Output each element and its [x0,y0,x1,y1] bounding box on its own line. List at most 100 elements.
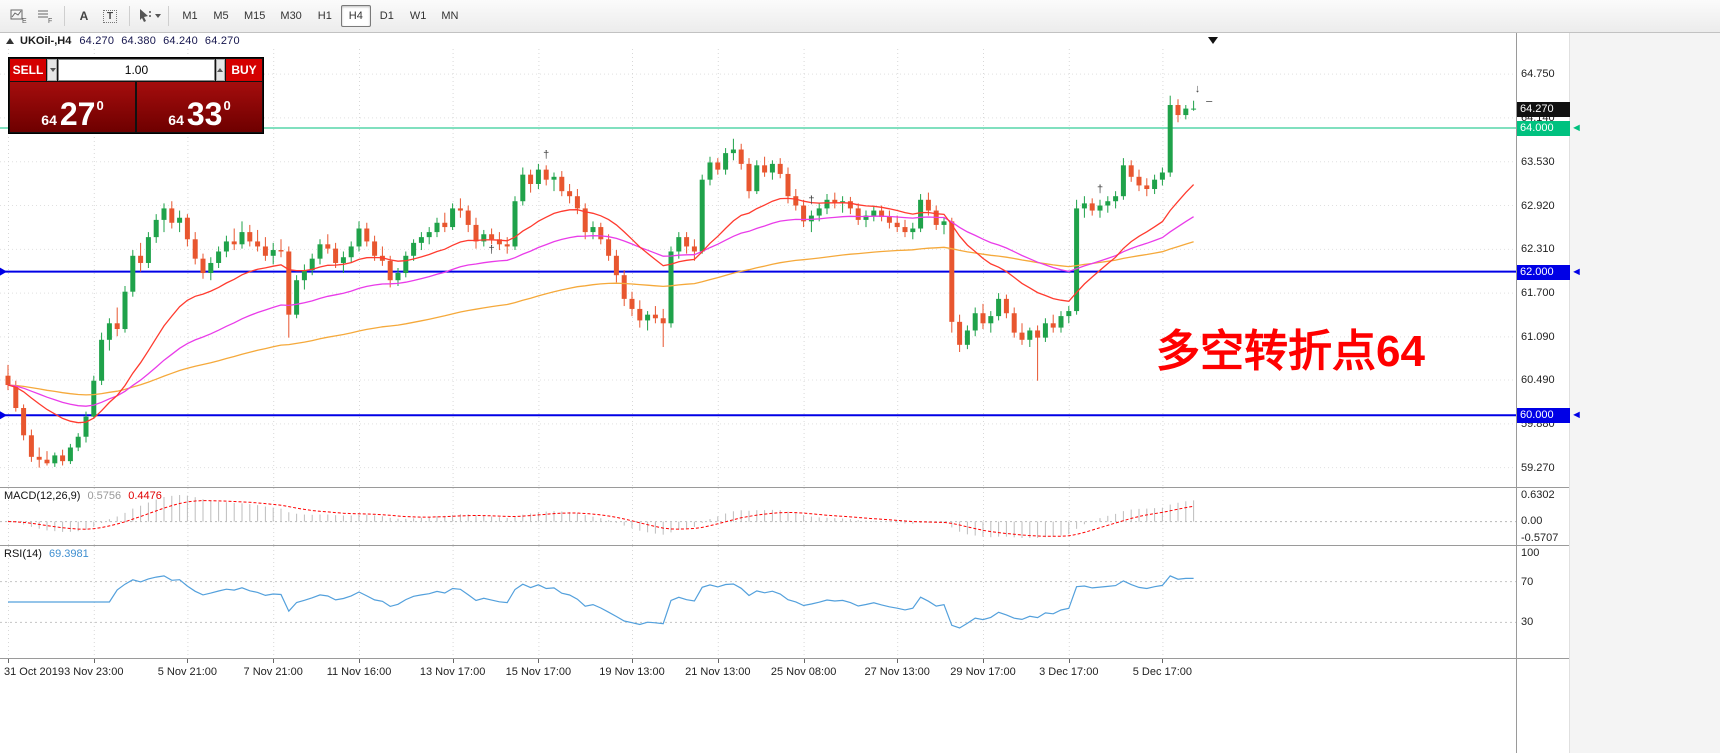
lot-dropdown-button[interactable] [46,59,57,81]
candle [832,199,838,204]
time-axis-label: 3 Dec 17:00 [1039,666,1099,678]
low-value: 64.240 [163,35,198,47]
candle [559,176,565,192]
price-axis-label: 61.090 [1521,330,1555,343]
label-a-icon[interactable]: A [71,4,97,28]
sell-button[interactable]: SELL [10,59,46,81]
candle [1167,105,1173,173]
timeframe-button-w1[interactable]: W1 [409,10,427,22]
candle [247,232,253,242]
candle [1144,185,1150,190]
sell-price-prefix: 64 [41,112,57,128]
rsi-chart-svg[interactable] [0,546,1516,658]
main-chart-svg[interactable]: † † † † ↓– [0,49,1516,487]
ma-line-45 [7,215,1194,407]
candle [278,250,284,252]
chevron-down-icon [155,14,161,18]
sell-price-tile[interactable]: 64 27 0 [10,82,135,132]
price-axis[interactable]: 64.750 64.140 63.530 62.920 62.310 61.700 61.0… [1516,33,1570,753]
candle [1081,203,1087,209]
candle [528,174,534,184]
candle [793,196,799,206]
candle [964,330,970,345]
macd-name: MACD(12,26,9) [4,490,81,502]
candle [637,308,643,321]
candle [660,318,666,324]
timeframe-button-m15[interactable]: M15 [244,10,266,22]
ma-line-110 [7,241,1194,396]
axis-separator [1517,487,1569,488]
axis-separator [1517,658,1569,659]
time-axis-label: 29 Nov 17:00 [950,666,1016,678]
time-axis-label: 5 Dec 17:00 [1132,666,1193,678]
rsi-scale-label: 30 [1521,616,1534,629]
rsi-indicator-pane[interactable]: RSI(14) 69.3981 [0,545,1516,658]
timeframe-button-h4[interactable]: H4 [340,5,371,27]
rsi-scale-label: 70 [1521,575,1534,588]
candle [535,169,541,184]
profiles-icon[interactable]: F [32,4,58,28]
candle [294,280,300,315]
candle [457,208,463,211]
macd-indicator-pane[interactable]: MACD(12,26,9) 0.5756 0.4476 [0,487,1516,545]
timeframe-button-mn[interactable]: MN [441,10,459,22]
candle [699,179,705,252]
charts-stack-icon[interactable]: E [6,4,32,28]
rsi-scale-label: 100 [1521,547,1540,559]
candle [262,246,268,256]
candle [723,153,729,170]
candle [1136,176,1142,186]
candle [67,447,73,462]
candle [301,270,307,281]
rsi-label: RSI(14) 69.3981 [4,548,89,560]
chevron-down-icon [49,68,56,72]
candle [1183,108,1189,116]
macd-label: MACD(12,26,9) 0.5756 0.4476 [4,490,162,502]
price-axis-label: 64.750 [1521,68,1555,81]
timeframe-button-h1[interactable]: H1 [317,10,332,22]
candle [1113,196,1119,202]
candle [130,255,136,292]
candle [871,210,877,216]
timeframe-button-m1[interactable]: M1 [182,10,198,22]
lot-spinner-button[interactable] [215,59,226,81]
candle [777,163,783,174]
time-axis[interactable]: 31 Oct 2019 3 Nov 23:00 5 Nov 21:00 7 Nov 2… [0,658,1516,684]
timeframe-button-m30[interactable]: M30 [280,10,302,22]
candle [387,260,393,281]
high-value: 64.380 [121,35,157,47]
candle [1042,323,1048,338]
ohlc-values: 64.270 64.380 64.240 64.270 [79,35,239,47]
candle [894,222,900,228]
label-a-glyph: A [79,9,89,23]
lot-size-input[interactable] [57,59,215,81]
sell-price-sup: 0 [96,98,104,113]
candle [356,228,362,247]
time-tick [452,659,454,663]
current-price-tag: 64.270 [1517,101,1570,117]
candle [902,227,908,233]
bottom-filler [0,684,1516,753]
candle [286,251,292,315]
buy-button[interactable]: BUY [226,59,262,81]
cursor-icon[interactable] [136,4,162,28]
buy-price-tile[interactable]: 64 33 0 [137,82,262,132]
price-line-tag: 60.000 [1517,408,1570,424]
candle [738,149,744,164]
toolbar-separator [168,6,169,26]
trade-panel-prices: 64 27 0 64 33 0 [10,82,262,132]
symbol-name: UKOil-,H4 [20,35,72,47]
chart-shift-marker[interactable] [1208,37,1218,44]
candle [785,173,791,197]
main-chart-pane[interactable]: † † † † ↓– SELL BUY [0,49,1516,487]
text-box-icon[interactable]: T [97,4,123,28]
candle [769,163,775,173]
timeframe-button-m5[interactable]: M5 [213,10,229,22]
toolbar-separator [129,6,130,26]
timeframe-button-d1[interactable]: D1 [379,10,394,22]
line-right-marker-icon: ◄ [1571,409,1582,422]
macd-chart-svg[interactable] [0,488,1516,545]
candle [411,242,417,256]
candle [340,257,346,263]
candle [106,323,112,340]
